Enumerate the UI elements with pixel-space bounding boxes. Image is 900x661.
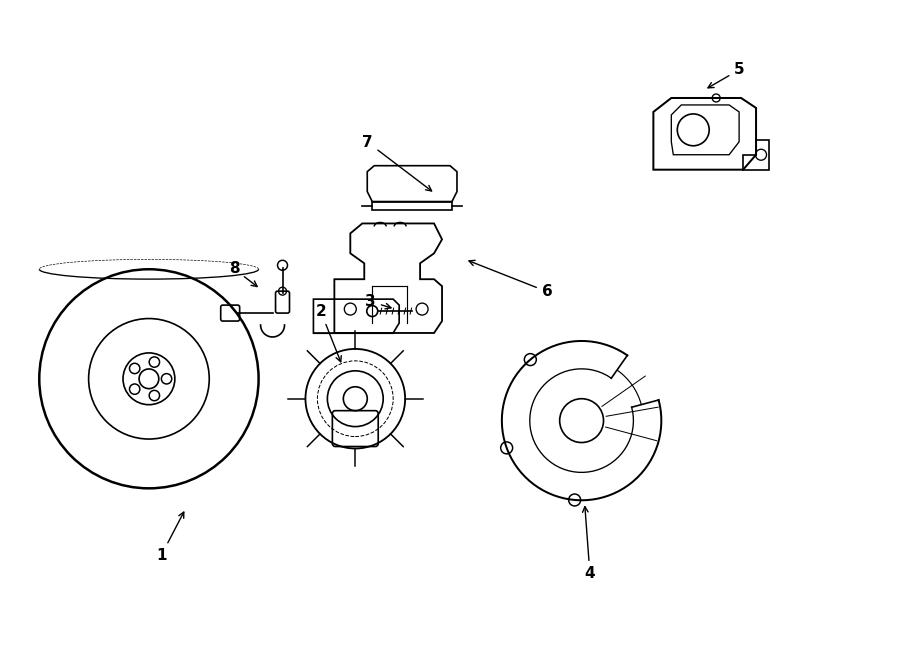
Text: 4: 4	[582, 506, 595, 581]
Text: 2: 2	[315, 304, 341, 362]
Text: 5: 5	[708, 62, 744, 88]
Text: 3: 3	[365, 294, 391, 309]
Text: 8: 8	[229, 261, 257, 286]
Text: 1: 1	[156, 512, 184, 563]
Text: 6: 6	[469, 260, 553, 299]
Text: 7: 7	[363, 135, 432, 191]
